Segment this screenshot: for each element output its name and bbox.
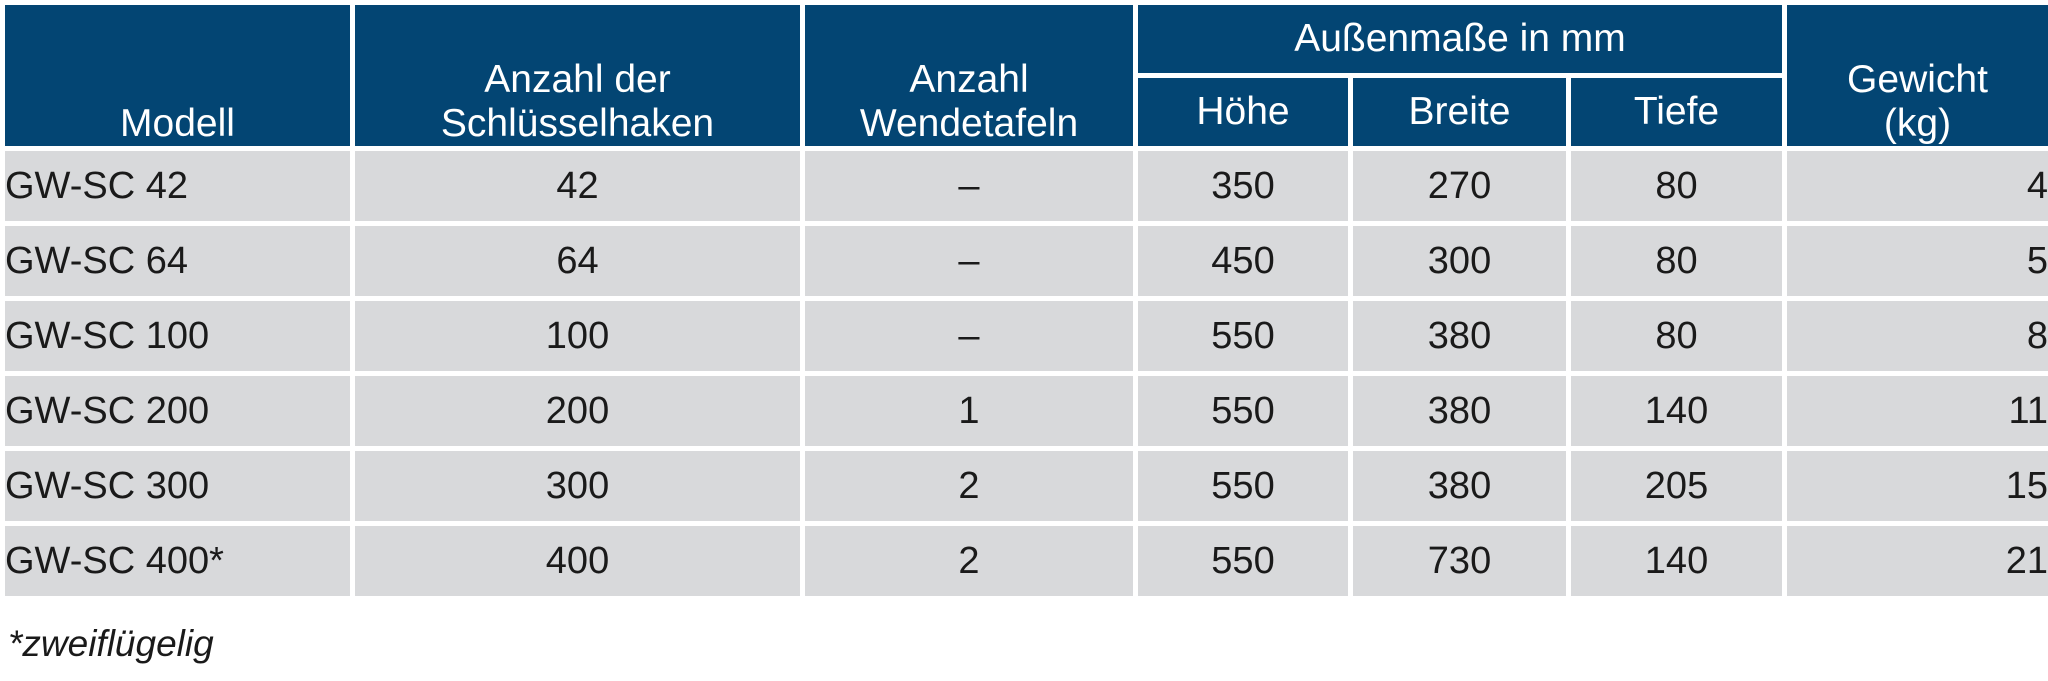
header-weight-line1: Gewicht: [1847, 58, 1988, 101]
cell-modell: GW-SC 200: [0, 371, 355, 451]
header-tiefe-label: Tiefe: [1633, 90, 1720, 133]
cell-panels: –: [800, 146, 1138, 226]
cell-modell: GW-SC 64: [0, 221, 355, 301]
header-weight: Gewicht (kg): [1782, 0, 2048, 151]
cell-panels: –: [800, 296, 1138, 376]
table-body: GW-SC 42 42 – 350 270 80 4 GW-SC 64 64 –…: [0, 146, 2048, 601]
cell-gewicht: 15: [1782, 446, 2048, 526]
cell-hooks: 100: [350, 296, 805, 376]
cell-panels: 1: [800, 371, 1138, 451]
cell-hooks: 42: [350, 146, 805, 226]
cell-tiefe: 140: [1566, 521, 1787, 601]
cell-hoehe: 550: [1133, 296, 1353, 376]
table-row: GW-SC 300 300 2 550 380 205 15: [0, 446, 2048, 526]
header-panels: Anzahl Wendetafeln: [800, 0, 1138, 151]
cell-modell: GW-SC 100: [0, 296, 355, 376]
spec-table: Modell Anzahl der Schlüsselhaken Anzahl …: [0, 0, 2048, 601]
header-hooks: Anzahl der Schlüsselhaken: [350, 0, 805, 151]
header-hooks-line1: Anzahl der: [484, 58, 671, 101]
cell-hooks: 400: [350, 521, 805, 601]
header-panels-line2: Wendetafeln: [859, 102, 1079, 145]
cell-hoehe: 350: [1133, 146, 1353, 226]
cell-breite: 730: [1348, 521, 1571, 601]
cell-hooks: 64: [350, 221, 805, 301]
table-row: GW-SC 100 100 – 550 380 80 8: [0, 296, 2048, 376]
cell-gewicht: 21: [1782, 521, 2048, 601]
cell-breite: 380: [1348, 296, 1571, 376]
table-row: GW-SC 400* 400 2 550 730 140 21: [0, 521, 2048, 601]
cell-panels: 2: [800, 446, 1138, 526]
cell-gewicht: 11: [1782, 371, 2048, 451]
header-hoehe: Höhe: [1133, 73, 1353, 151]
header-panels-line1: Anzahl: [909, 58, 1029, 101]
cell-hooks: 300: [350, 446, 805, 526]
cell-gewicht: 8: [1782, 296, 2048, 376]
cell-modell: GW-SC 400*: [0, 521, 355, 601]
footnote: *zweiflügelig: [8, 623, 214, 664]
cell-breite: 380: [1348, 371, 1571, 451]
header-hoehe-label: Höhe: [1196, 90, 1290, 133]
cell-breite: 380: [1348, 446, 1571, 526]
table-row: GW-SC 200 200 1 550 380 140 11: [0, 371, 2048, 451]
cell-tiefe: 205: [1566, 446, 1787, 526]
header-tiefe: Tiefe: [1566, 73, 1787, 151]
cell-hoehe: 550: [1133, 446, 1353, 526]
cell-panels: 2: [800, 521, 1138, 601]
header-row: Modell Anzahl der Schlüsselhaken Anzahl …: [0, 0, 2048, 151]
cell-tiefe: 140: [1566, 371, 1787, 451]
cell-modell: GW-SC 300: [0, 446, 355, 526]
header-breite-label: Breite: [1408, 90, 1511, 133]
header-weight-line2: (kg): [1883, 102, 1952, 145]
cell-hooks: 200: [350, 371, 805, 451]
table-row: GW-SC 64 64 – 450 300 80 5: [0, 221, 2048, 301]
cell-gewicht: 4: [1782, 146, 2048, 226]
header-hooks-line2: Schlüsselhaken: [440, 102, 715, 145]
cell-tiefe: 80: [1566, 296, 1787, 376]
table-header: Modell Anzahl der Schlüsselhaken Anzahl …: [0, 0, 2048, 151]
cell-breite: 270: [1348, 146, 1571, 226]
cell-modell: GW-SC 42: [0, 146, 355, 226]
header-modell: Modell: [0, 0, 355, 151]
header-modell-label: Modell: [120, 102, 235, 145]
cell-hoehe: 550: [1133, 371, 1353, 451]
cell-tiefe: 80: [1566, 146, 1787, 226]
cell-panels: –: [800, 221, 1138, 301]
header-dimensions-group: Außenmaße in mm: [1133, 0, 1787, 78]
cell-hoehe: 550: [1133, 521, 1353, 601]
cell-breite: 300: [1348, 221, 1571, 301]
header-breite: Breite: [1348, 73, 1571, 151]
header-dimensions-label: Außenmaße in mm: [1294, 17, 1626, 60]
table-row: GW-SC 42 42 – 350 270 80 4: [0, 146, 2048, 226]
cell-gewicht: 5: [1782, 221, 2048, 301]
header-subrow: Höhe Breite Tiefe: [3, 73, 2048, 151]
cell-hoehe: 450: [1133, 221, 1353, 301]
cell-tiefe: 80: [1566, 221, 1787, 301]
